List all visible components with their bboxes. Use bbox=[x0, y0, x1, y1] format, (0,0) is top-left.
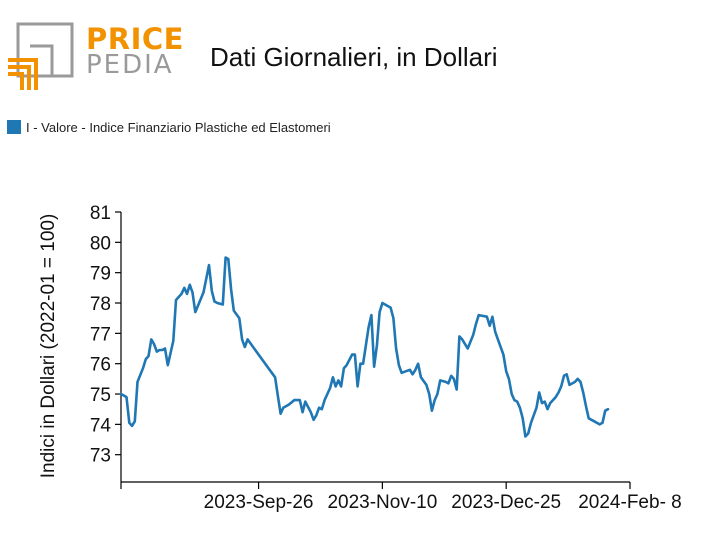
legend-label: I - Valore - Indice Finanziario Plastich… bbox=[26, 119, 331, 135]
x-tick-label: 2023-Sep-26 bbox=[204, 492, 314, 513]
x-tick-label: 2024-Feb- 8 bbox=[578, 492, 682, 513]
y-tick-label: 81 bbox=[90, 203, 111, 224]
y-axis: 73 74 75 76 77 78 79 80 81 bbox=[90, 203, 122, 482]
y-tick-label: 79 bbox=[90, 264, 111, 285]
x-axis: 2023-Sep-26 2023-Nov-10 2023-Dec-25 2024-Fe… bbox=[120, 481, 682, 513]
logo-mark-icon bbox=[8, 22, 74, 90]
legend-swatch bbox=[7, 120, 21, 134]
y-axis-label: Indici in Dollari (2022-01 = 100) bbox=[38, 214, 59, 479]
y-tick-label: 78 bbox=[90, 294, 111, 315]
logo-gray-corner bbox=[30, 44, 54, 76]
logo-orange-bars bbox=[8, 58, 38, 90]
y-tick-label: 76 bbox=[90, 355, 111, 376]
logo-gray-square bbox=[16, 22, 74, 78]
pricepedia-logo: PRICE PEDIA bbox=[8, 20, 183, 90]
series-group bbox=[119, 256, 610, 438]
y-tick-label: 77 bbox=[90, 324, 111, 345]
series-line bbox=[119, 256, 610, 438]
logo-text-pedia: PEDIA bbox=[86, 50, 174, 80]
y-tick-label: 80 bbox=[90, 233, 111, 254]
x-tick-label: 2023-Dec-25 bbox=[451, 492, 561, 513]
logo-text-price: PRICE bbox=[86, 22, 184, 56]
chart-title: Dati Giornalieri, in Dollari bbox=[210, 42, 498, 72]
x-tick-label: 2023-Nov-10 bbox=[327, 492, 437, 513]
y-tick-label: 73 bbox=[90, 446, 111, 467]
y-tick-label: 75 bbox=[90, 385, 111, 406]
y-tick-label: 74 bbox=[90, 415, 112, 436]
legend: I - Valore - Indice Finanziario Plastich… bbox=[7, 119, 331, 135]
